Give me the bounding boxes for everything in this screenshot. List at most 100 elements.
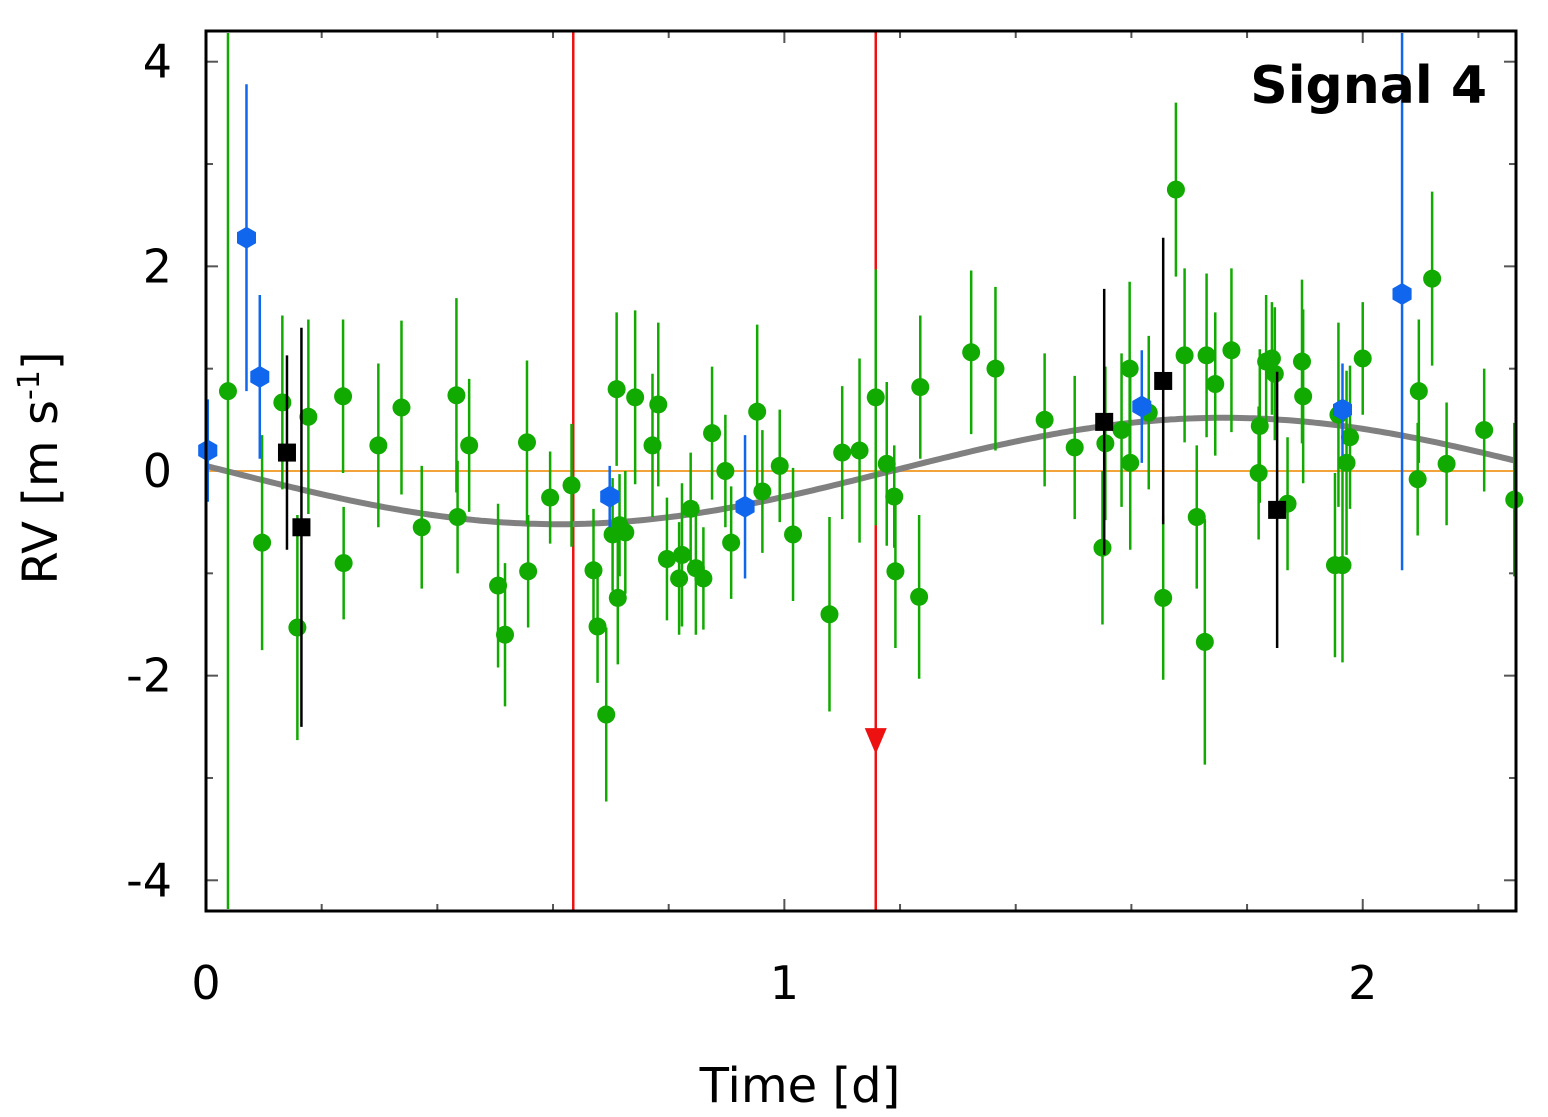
data-point [447,386,466,405]
data-point [1095,412,1114,431]
series-green [218,33,1524,909]
data-point [237,226,256,249]
data-point [1121,453,1140,472]
data-point [770,456,789,475]
y-axis-label-main: RV [m s [13,400,69,585]
data-point [703,424,722,443]
data-point [277,443,296,462]
data-point [334,554,353,573]
data-point [1437,454,1456,473]
data-point [1423,269,1442,288]
data-point [608,588,627,607]
data-point [489,576,508,595]
plot-frame [204,29,1518,913]
series-blue [198,33,1412,579]
y-tick-label: 2 [143,239,172,293]
y-tick-label: 4 [143,35,172,89]
data-point [334,387,353,406]
data-point [1206,375,1225,394]
data-point [250,365,270,388]
data-point [1187,508,1206,527]
data-point [722,533,741,552]
data-point [1112,421,1131,440]
data-point [1120,359,1139,378]
data-point [649,395,668,414]
data-point [962,343,981,362]
series-black [277,237,1287,727]
data-point [753,482,772,501]
data-point [910,587,929,606]
data-point [584,561,603,580]
data-point [1265,364,1284,383]
data-point [886,562,905,581]
data-point [784,525,803,544]
arrow-marker [864,728,887,755]
data-point [562,476,581,495]
data-point [292,518,311,537]
data-point [1475,421,1494,440]
data-point [448,508,467,527]
chart-title: Signal 4 [1250,56,1487,116]
data-point [597,705,616,724]
data-point [1268,500,1287,519]
x-tick-label: 1 [770,956,799,1010]
data-point [1408,470,1427,489]
data-point [607,380,626,399]
data-point [253,533,272,552]
data-point [657,550,676,568]
data-point [1294,387,1313,406]
data-point [1035,410,1054,429]
data-point [288,618,307,637]
data-point [1166,180,1185,199]
data-point [1337,453,1356,472]
y-axis-label-superscript: -1 [12,370,47,400]
y-axis-label-close: ] [13,351,69,370]
data-point [670,569,689,588]
data-point [1353,349,1372,368]
data-point [672,545,691,564]
data-point [198,439,218,462]
data-point [369,436,388,455]
data-point [1392,283,1412,305]
data-point [1132,395,1152,418]
x-tick-label: 0 [191,956,220,1010]
data-point [1175,346,1194,365]
data-point [833,443,852,462]
data-point [1409,382,1428,401]
data-point [412,518,431,537]
data-point [1154,371,1173,390]
data-point [1333,398,1352,421]
data-point [877,454,896,473]
data-point [273,393,292,412]
data-point [1154,588,1173,607]
y-tick-label: -2 [126,649,172,703]
data-point [911,378,930,397]
data-point [600,485,620,508]
data-point [496,625,515,644]
data-point [694,569,713,588]
data-point [820,605,839,624]
data-point [1222,341,1241,360]
data-point [1197,346,1216,365]
data-point [299,407,318,426]
data-point [866,388,885,407]
data-point [519,562,538,581]
model-curve [205,414,1517,528]
data-point [1505,490,1524,509]
data-point [986,359,1005,378]
tick-labels: 0 1 2 -4 -2 0 2 4 [126,35,1377,1010]
data-point [643,436,662,455]
data-point [850,441,869,460]
data-point [1341,428,1360,447]
data-point [735,495,755,518]
y-tick-label: -4 [126,853,172,907]
data-point [626,388,645,407]
data-point [541,488,560,507]
data-point [1262,349,1281,368]
data-point [1250,416,1269,435]
data-point [748,402,767,421]
data-points [198,33,1524,909]
data-point [716,462,735,480]
